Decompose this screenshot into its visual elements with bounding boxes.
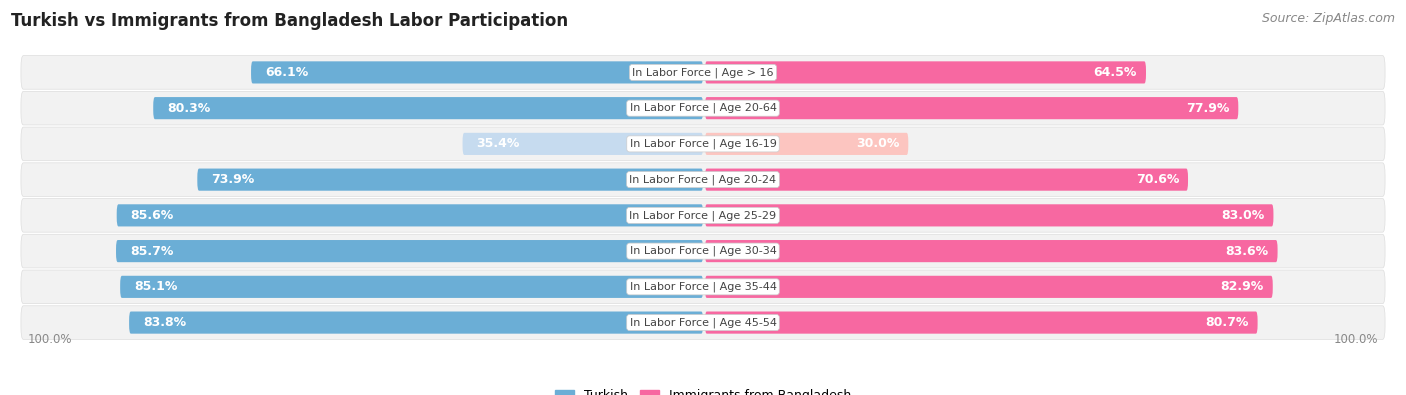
FancyBboxPatch shape <box>153 97 703 119</box>
Text: In Labor Force | Age > 16: In Labor Force | Age > 16 <box>633 67 773 78</box>
Text: 100.0%: 100.0% <box>1334 333 1378 346</box>
Text: 70.6%: 70.6% <box>1136 173 1180 186</box>
FancyBboxPatch shape <box>21 199 1385 232</box>
FancyBboxPatch shape <box>21 234 1385 268</box>
Text: Source: ZipAtlas.com: Source: ZipAtlas.com <box>1261 12 1395 25</box>
Legend: Turkish, Immigrants from Bangladesh: Turkish, Immigrants from Bangladesh <box>550 384 856 395</box>
Text: 85.6%: 85.6% <box>131 209 174 222</box>
Text: In Labor Force | Age 30-34: In Labor Force | Age 30-34 <box>630 246 776 256</box>
FancyBboxPatch shape <box>117 240 703 262</box>
Text: 83.8%: 83.8% <box>143 316 186 329</box>
FancyBboxPatch shape <box>21 56 1385 89</box>
Text: In Labor Force | Age 20-24: In Labor Force | Age 20-24 <box>630 174 776 185</box>
Text: In Labor Force | Age 20-64: In Labor Force | Age 20-64 <box>630 103 776 113</box>
Text: 80.3%: 80.3% <box>167 102 211 115</box>
FancyBboxPatch shape <box>197 169 703 191</box>
FancyBboxPatch shape <box>21 91 1385 125</box>
Text: 66.1%: 66.1% <box>264 66 308 79</box>
FancyBboxPatch shape <box>21 270 1385 304</box>
Text: 100.0%: 100.0% <box>28 333 72 346</box>
FancyBboxPatch shape <box>21 163 1385 196</box>
Text: 35.4%: 35.4% <box>477 137 520 150</box>
FancyBboxPatch shape <box>129 312 703 334</box>
Text: In Labor Force | Age 25-29: In Labor Force | Age 25-29 <box>630 210 776 221</box>
FancyBboxPatch shape <box>252 61 703 83</box>
Text: In Labor Force | Age 16-19: In Labor Force | Age 16-19 <box>630 139 776 149</box>
Text: 77.9%: 77.9% <box>1187 102 1229 115</box>
Text: 73.9%: 73.9% <box>211 173 254 186</box>
Text: 64.5%: 64.5% <box>1094 66 1137 79</box>
FancyBboxPatch shape <box>704 97 1239 119</box>
FancyBboxPatch shape <box>21 127 1385 161</box>
FancyBboxPatch shape <box>704 61 1146 83</box>
FancyBboxPatch shape <box>463 133 703 155</box>
Text: In Labor Force | Age 35-44: In Labor Force | Age 35-44 <box>630 282 776 292</box>
FancyBboxPatch shape <box>21 306 1385 339</box>
Text: In Labor Force | Age 45-54: In Labor Force | Age 45-54 <box>630 317 776 328</box>
FancyBboxPatch shape <box>704 276 1272 298</box>
FancyBboxPatch shape <box>704 240 1278 262</box>
FancyBboxPatch shape <box>704 169 1188 191</box>
Text: 30.0%: 30.0% <box>856 137 900 150</box>
Text: 85.7%: 85.7% <box>129 245 173 258</box>
FancyBboxPatch shape <box>704 312 1257 334</box>
FancyBboxPatch shape <box>704 133 908 155</box>
Text: 85.1%: 85.1% <box>134 280 177 293</box>
Text: 80.7%: 80.7% <box>1205 316 1249 329</box>
Text: 82.9%: 82.9% <box>1220 280 1264 293</box>
Text: 83.6%: 83.6% <box>1226 245 1268 258</box>
Text: 83.0%: 83.0% <box>1222 209 1264 222</box>
FancyBboxPatch shape <box>120 276 703 298</box>
FancyBboxPatch shape <box>117 204 703 226</box>
FancyBboxPatch shape <box>704 204 1274 226</box>
Text: Turkish vs Immigrants from Bangladesh Labor Participation: Turkish vs Immigrants from Bangladesh La… <box>11 12 568 30</box>
